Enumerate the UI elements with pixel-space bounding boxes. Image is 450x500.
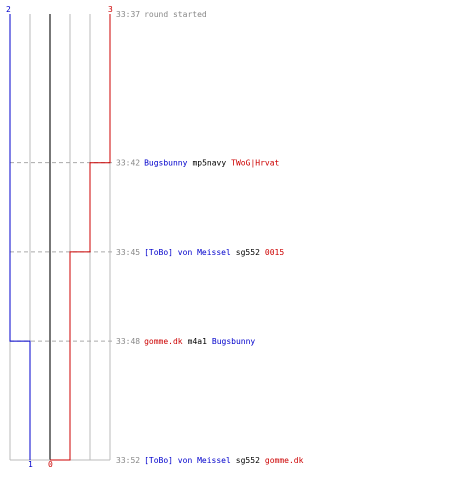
event-text-part: [ToBo] von Meissel <box>144 456 231 465</box>
event-text-part: gomme.dk <box>265 456 304 465</box>
label-layer: 2 3 1 0 <box>6 5 113 469</box>
event-text-part: mp5navy <box>192 159 226 168</box>
grid-layer <box>9 14 111 461</box>
event-time: 33:45 <box>116 248 140 257</box>
event-text-part: Bugsbunny <box>212 337 256 346</box>
event-row: 33:48 gomme.dk m4a1 Bugsbunny <box>116 337 255 346</box>
event-text-part: gomme.dk <box>144 337 183 346</box>
blue-score-line <box>9 14 31 460</box>
top-left-score: 2 <box>6 5 11 14</box>
red-score-line <box>50 14 111 461</box>
event-time: 33:42 <box>116 159 140 168</box>
event-time: 33:48 <box>116 337 140 346</box>
event-layer: 33:37 round started 33:42 Bugsbunny mp5navy T… <box>116 10 304 465</box>
event-text-part: round started <box>144 10 207 19</box>
event-text-part: sg552 <box>236 456 260 465</box>
bottom-right-score: 0 <box>48 460 53 469</box>
event-time: 33:52 <box>116 456 140 465</box>
event-divider-layer <box>10 162 113 342</box>
event-text-part: TWoG|Hrvat <box>231 159 279 168</box>
event-text-part: Bugsbunny <box>144 159 188 168</box>
series-layer <box>9 14 111 461</box>
event-row: 33:45 [ToBo] von Meissel sg552 0015 <box>116 248 284 257</box>
event-time: 33:37 <box>116 10 140 19</box>
bottom-left-score: 1 <box>28 460 33 469</box>
event-text-part: [ToBo] von Meissel <box>144 248 231 257</box>
event-text-part: 0015 <box>265 248 284 257</box>
event-text-part: m4a1 <box>188 337 207 346</box>
top-right-score: 3 <box>108 5 113 14</box>
event-text-part: sg552 <box>236 248 260 257</box>
event-row: 33:52 [ToBo] von Meissel sg552 gomme.dk <box>116 456 304 465</box>
event-row: 33:42 Bugsbunny mp5navy TWoG|Hrvat <box>116 159 280 168</box>
event-row: 33:37 round started <box>116 10 207 19</box>
